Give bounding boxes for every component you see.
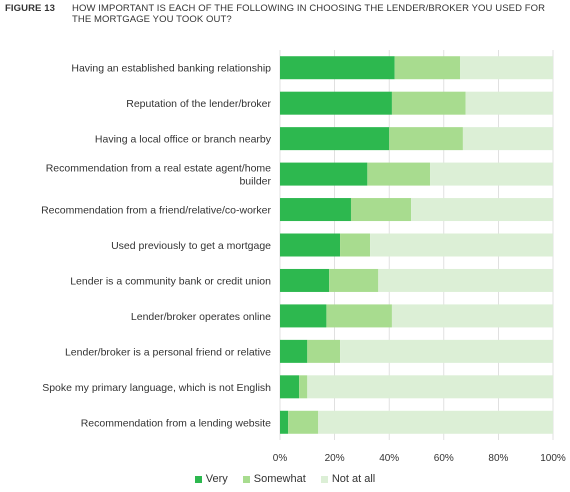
category-label: Having an established banking relationsh… (71, 63, 271, 75)
bar-segment-not-at-all (307, 375, 553, 399)
legend-label-somewhat: Somewhat (253, 473, 306, 485)
x-tick-label: 100% (540, 453, 566, 464)
bar-segment-very (280, 127, 390, 151)
bar-segment-not-at-all (465, 91, 553, 115)
bar-segment-somewhat (307, 339, 341, 363)
bar-segment-somewhat (389, 127, 463, 151)
bar-segment-not-at-all (318, 410, 553, 434)
bar-segment-somewhat (288, 410, 319, 434)
category-label: Having a local office or branch nearby (95, 134, 272, 146)
bar-segment-very (280, 198, 351, 222)
bar-segment-very (280, 56, 395, 80)
bar-segment-not-at-all (391, 304, 553, 328)
legend-swatch-somewhat (242, 475, 250, 483)
bar-segment-very (280, 162, 368, 186)
bar-segment-very (280, 375, 300, 399)
bar-segment-not-at-all (340, 339, 553, 363)
legend-item-not-at-all: Not at all (320, 473, 376, 485)
bar-segment-not-at-all (370, 233, 553, 257)
bar-segment-not-at-all (460, 56, 553, 80)
bar-segment-somewhat (340, 233, 371, 257)
category-label: Lender/broker operates online (131, 311, 271, 323)
x-tick-label: 20% (325, 453, 345, 464)
category-label: Recommendation from a lending website (81, 417, 271, 429)
stacked-bar-chart: Having an established banking relationsh… (41, 50, 566, 464)
bar-segment-somewhat (299, 375, 308, 399)
category-label: Recommendation from a real estate agent/… (46, 163, 271, 175)
bar-segment-not-at-all (462, 127, 553, 151)
bar-segment-very (280, 410, 289, 434)
category-label: Recommendation from a friend/relative/co… (41, 205, 271, 217)
bar-segment-somewhat (326, 304, 392, 328)
bar-segment-somewhat (391, 91, 466, 115)
bar-segment-not-at-all (378, 268, 553, 292)
bar-segment-somewhat (367, 162, 431, 186)
category-label: Used previously to get a mortgage (111, 240, 271, 252)
figure-title: HOW IMPORTANT IS EACH OF THE FOLLOWING I… (72, 3, 546, 25)
category-label: Reputation of the lender/broker (126, 98, 271, 110)
category-label: Spoke my primary language, which is not … (42, 382, 271, 394)
x-tick-label: 80% (488, 453, 508, 464)
bar-segment-somewhat (350, 198, 412, 222)
legend-swatch-very (194, 475, 202, 483)
legend-item-somewhat: Somewhat (242, 473, 306, 485)
bar-segment-very (280, 339, 308, 363)
legend-swatch-not-at-all (320, 475, 328, 483)
bar-segment-very (280, 233, 341, 257)
bar-segment-not-at-all (430, 162, 553, 186)
category-label: Lender/broker is a personal friend or re… (65, 346, 271, 358)
x-tick-label: 60% (434, 453, 454, 464)
bar-segment-somewhat (394, 56, 461, 80)
bar-segment-not-at-all (411, 198, 553, 222)
x-tick-label: 40% (379, 453, 399, 464)
bar-segment-very (280, 91, 392, 115)
bar-segment-very (280, 304, 327, 328)
figure-number: FIGURE 13 (5, 3, 55, 14)
x-tick-label: 0% (273, 453, 288, 464)
category-label: Lender is a community bank or credit uni… (70, 275, 271, 287)
bar-segment-very (280, 268, 330, 292)
legend-item-very: Very (194, 473, 228, 485)
category-label: builder (239, 176, 271, 188)
chart-legend: Very Somewhat Not at all (0, 473, 570, 486)
bar-segment-somewhat (329, 268, 379, 292)
legend-label-very: Very (205, 473, 228, 485)
legend-label-not-at-all: Not at all (331, 473, 376, 485)
